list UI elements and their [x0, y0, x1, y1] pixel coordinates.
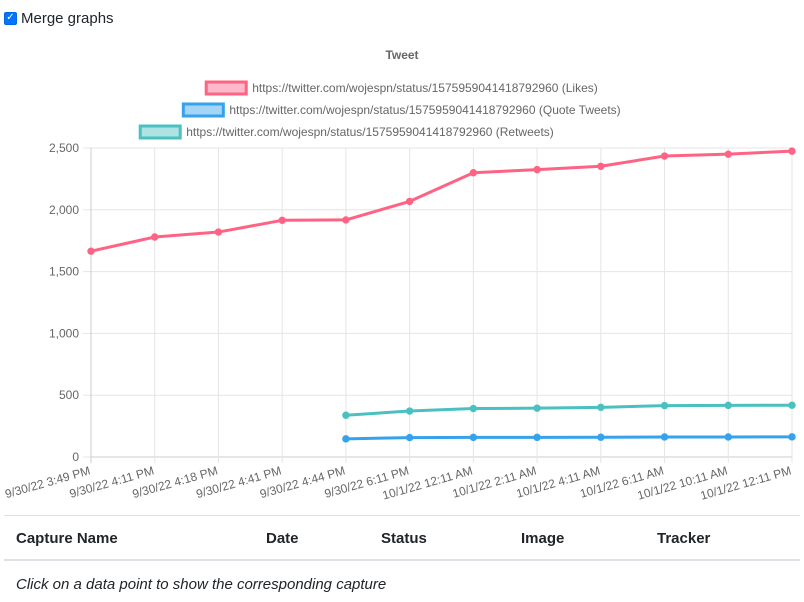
data-point	[469, 433, 478, 442]
series-line	[345, 435, 793, 441]
column-date: Date	[266, 530, 299, 547]
data-point	[469, 169, 478, 177]
y-tick-label: 0	[72, 450, 79, 464]
data-point	[278, 216, 286, 225]
capture-hint-text: Click on a data point to show the corres…	[16, 576, 387, 593]
merge-graphs-label: Merge graphs	[21, 9, 114, 27]
data-point	[151, 233, 159, 241]
y-tick-label: 2,000	[49, 203, 79, 217]
data-point	[724, 150, 732, 158]
data-point	[788, 147, 796, 155]
legend-swatch	[181, 102, 225, 118]
tweet-chart: Tweet https://twitter.com/wojespn/status/…	[3, 48, 796, 503]
series-line	[345, 403, 793, 417]
data-point	[788, 401, 796, 409]
data-point	[533, 404, 541, 412]
data-point	[87, 247, 95, 255]
chart-title: Tweet	[385, 48, 418, 62]
y-tick-label: 2,500	[49, 141, 79, 155]
column-image: Image	[521, 530, 565, 547]
y-tick-label: 500	[59, 388, 79, 402]
column-tracker: Tracker	[657, 530, 711, 547]
column-capture-name: Capture Name	[16, 530, 118, 547]
legend-swatch	[204, 80, 248, 96]
data-point	[788, 433, 796, 441]
data-point	[214, 228, 223, 236]
data-point	[533, 433, 541, 442]
data-point	[405, 433, 414, 442]
legend-label: https://twitter.com/wojespn/status/15759…	[186, 125, 554, 139]
merge-graphs-toggle[interactable]: ✓ Merge graphs	[4, 8, 114, 28]
merge-graphs-checkbox[interactable]: ✓	[4, 11, 17, 25]
legend-label: https://twitter.com/wojespn/status/15759…	[229, 103, 620, 117]
data-point	[660, 401, 669, 410]
data-point	[405, 197, 414, 206]
y-tick-label: 1,000	[49, 326, 79, 340]
legend-label: https://twitter.com/wojespn/status/15759…	[252, 81, 598, 95]
data-point	[724, 433, 732, 441]
data-point	[597, 433, 605, 441]
data-point	[342, 216, 350, 224]
data-point	[342, 411, 350, 419]
data-point	[533, 165, 541, 174]
data-point	[597, 403, 605, 412]
data-point	[597, 162, 605, 170]
column-status: Status	[381, 530, 427, 547]
legend-swatch	[138, 124, 182, 140]
data-point	[660, 433, 669, 441]
data-point	[342, 435, 350, 443]
series-line	[90, 149, 793, 253]
y-tick-label: 1,500	[49, 265, 79, 279]
data-point	[724, 401, 732, 410]
data-point	[660, 152, 669, 160]
captures-table-header: Capture Name Date Status Image Tracker	[4, 515, 800, 561]
data-point	[405, 407, 414, 415]
data-point	[469, 404, 478, 413]
